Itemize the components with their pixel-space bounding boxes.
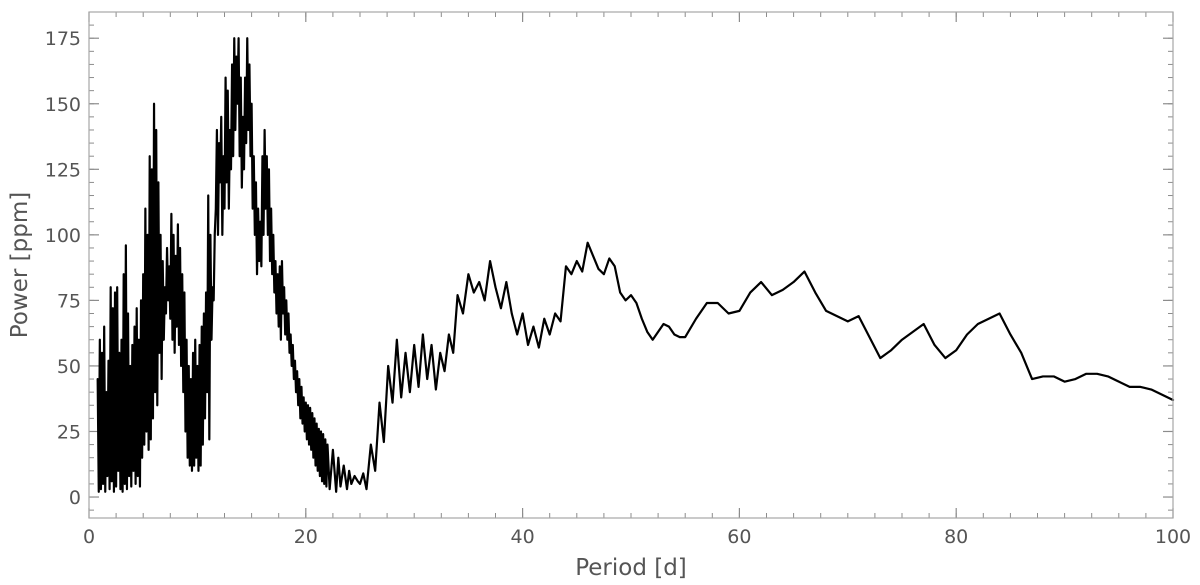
x-tick-label: 0	[83, 526, 95, 548]
y-tick-label: 125	[45, 159, 81, 181]
x-tick-label: 20	[294, 526, 318, 548]
y-axis-title: Power [ppm]	[7, 192, 33, 338]
y-tick-label: 175	[45, 28, 81, 50]
tick-labels: 0 20 40 60 80 100 0 25 50 75 100 125 150 175	[45, 28, 1191, 548]
y-tick-label: 150	[45, 94, 81, 116]
x-tick-label: 100	[1155, 526, 1191, 548]
y-tick-label: 50	[57, 356, 81, 378]
x-tick-label: 40	[511, 526, 535, 548]
y-tick-label: 75	[57, 290, 81, 312]
x-tick-label: 80	[944, 526, 968, 548]
minor-ticks	[88, 11, 1174, 518]
y-tick-label: 100	[45, 225, 81, 247]
major-ticks	[88, 12, 1174, 518]
y-tick-label: 25	[57, 421, 81, 443]
x-tick-label: 60	[727, 526, 751, 548]
power-series-line	[96, 37, 1175, 493]
x-axis-title: Period [d]	[575, 555, 687, 581]
y-tick-label: 0	[69, 487, 81, 509]
plot-frame	[88, 11, 1174, 519]
